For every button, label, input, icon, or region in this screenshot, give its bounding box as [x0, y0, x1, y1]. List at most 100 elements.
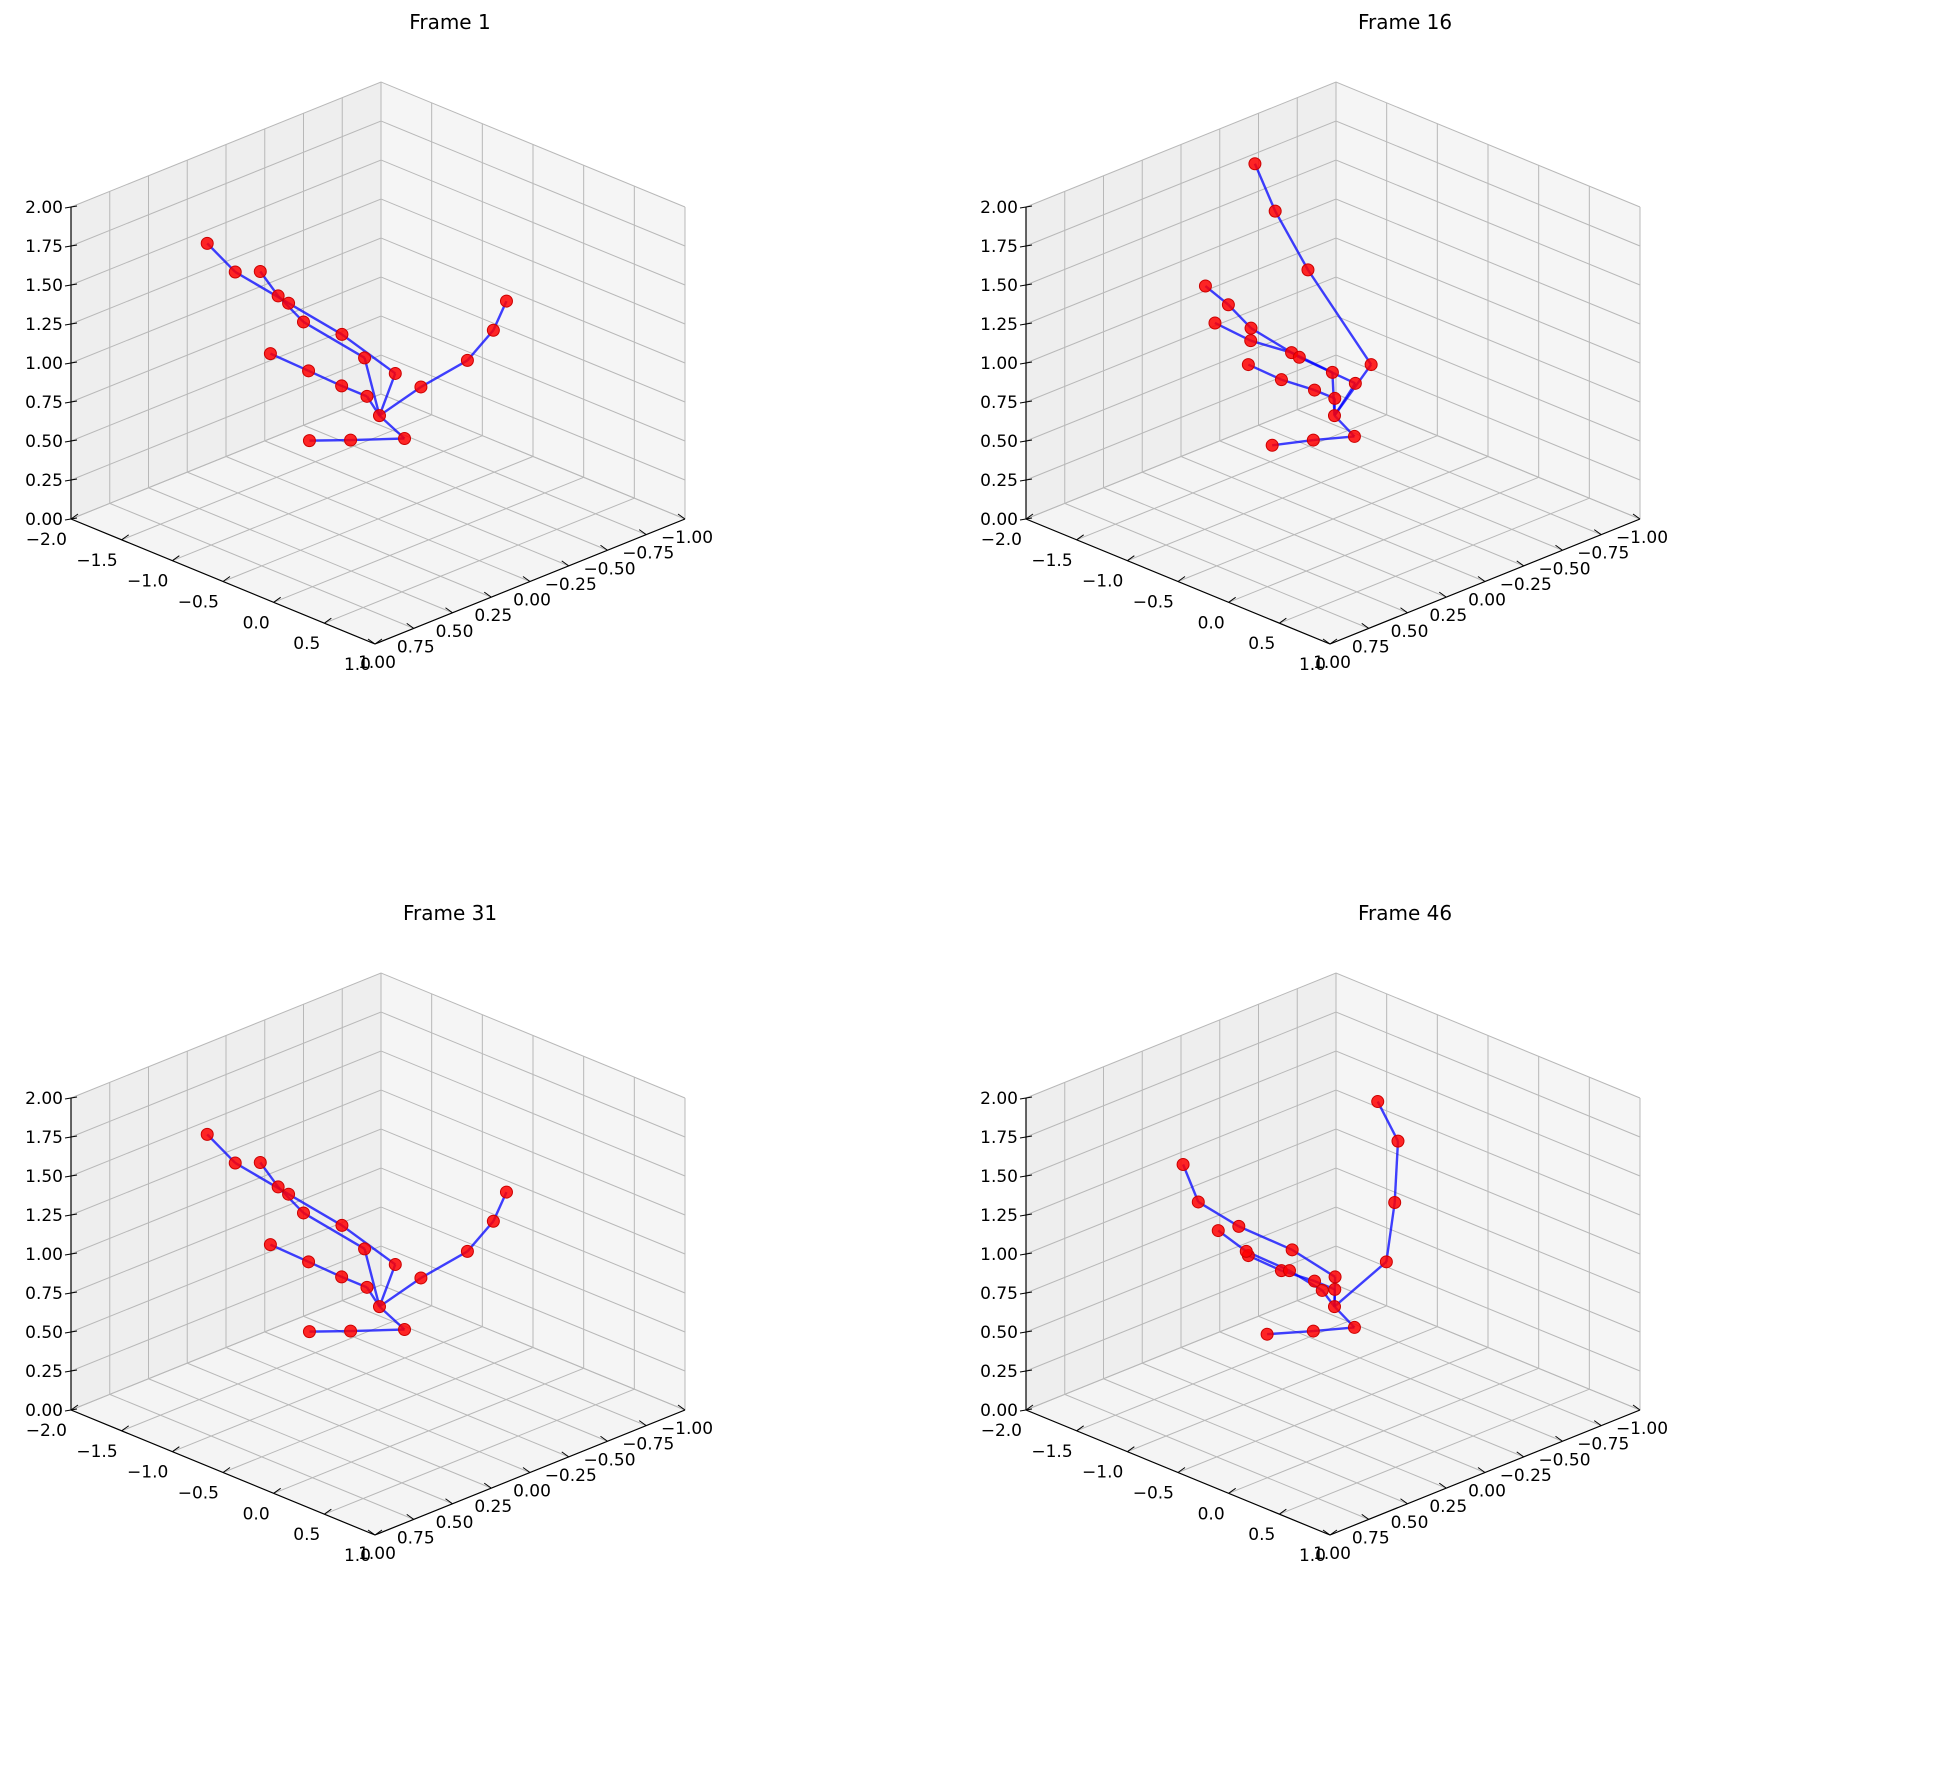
joint-point [228, 265, 242, 279]
gridline-z [70, 159, 686, 286]
y-tick [561, 1451, 570, 1458]
x-tick-label: 0.5 [1248, 634, 1275, 654]
gridline-y-floor [1258, 1315, 1563, 1442]
x-tick [1279, 1508, 1287, 1515]
x-tick-label: 0.0 [243, 1504, 270, 1524]
y-tick [1400, 1498, 1408, 1505]
y-tick [483, 1482, 492, 1489]
gridline-z [70, 393, 686, 520]
y-tick [1477, 1467, 1486, 1473]
joint-point [1348, 376, 1362, 390]
skeleton-edge [1253, 163, 1277, 212]
z-tick-label: 0.00 [25, 510, 63, 530]
x-tick [121, 534, 129, 541]
x-tick [1329, 638, 1338, 645]
z-tick [1019, 400, 1033, 404]
x-tick [273, 596, 281, 603]
gridline-y-floor [342, 409, 647, 536]
joint-point [1282, 1264, 1296, 1278]
joint-point [1274, 373, 1288, 387]
subplot-frame-31: Frame 31 −2.0 −1.5 −1.0 −0.5 0.0 0.5 1.0 −1.00−… [10, 891, 979, 1782]
y-tick-label: 0.25 [474, 1497, 512, 1517]
y-tick [522, 1467, 531, 1473]
joint-point [228, 1156, 242, 1170]
z-tick [1019, 1174, 1033, 1178]
x-tick-label: −1.5 [76, 1442, 117, 1462]
joint-point [1241, 358, 1255, 372]
gridline-z [1025, 159, 1641, 286]
panel-title: Frame 16 [1357, 10, 1453, 34]
skeleton-edge [378, 1264, 397, 1308]
gridline-z [70, 81, 686, 208]
y-tick-label: 0.00 [1468, 591, 1506, 611]
x-tick-label: −1.5 [1031, 551, 1072, 571]
gridline-z [1025, 198, 1641, 325]
x-tick [70, 513, 79, 520]
z-tick-label: 0.25 [980, 1362, 1018, 1382]
x-tick-label: −0.5 [178, 593, 219, 613]
x-tick-label: −1.0 [1082, 1463, 1123, 1483]
joint-point [460, 353, 474, 367]
z-tick-label: 0.50 [25, 1323, 63, 1343]
y-tick-label: −0.75 [622, 1435, 674, 1455]
z-tick [64, 517, 78, 521]
x-tick-label: 0.0 [1198, 613, 1225, 633]
gridline-z [70, 1245, 686, 1372]
x-tick [1228, 596, 1236, 603]
joint-point [1347, 429, 1361, 443]
x-tick-label: −1.5 [1031, 1442, 1072, 1462]
x-tick [121, 1425, 129, 1432]
joint-point [1391, 1134, 1405, 1148]
gridline-z [1025, 1245, 1641, 1372]
skeleton-edge [1385, 1202, 1396, 1262]
y-tick [1555, 544, 1563, 551]
gridline-y-floor [109, 502, 414, 629]
z-tick-label: 1.00 [25, 354, 63, 374]
skeleton-edge [1197, 1200, 1240, 1228]
x-tick-label: −0.5 [178, 1484, 219, 1504]
gridline-z [70, 1011, 686, 1138]
z-tick [1019, 361, 1033, 365]
gridline-y-floor [187, 471, 492, 598]
skeleton-edge [309, 438, 351, 442]
gridline-y-floor [1258, 424, 1563, 551]
y-tick [677, 513, 686, 520]
x-tick-label: 0.5 [293, 634, 320, 654]
gridline-z [70, 198, 686, 325]
z-tick-label: 1.00 [980, 354, 1018, 374]
y-tick-label: −1.00 [661, 528, 713, 548]
skeleton-edge [363, 357, 381, 416]
skeleton-edge [269, 1243, 310, 1263]
gridline-z [70, 1284, 686, 1411]
y-tick-label: −0.50 [583, 559, 635, 579]
x-tick [1127, 555, 1135, 562]
x-tick-label: 0.5 [293, 1525, 320, 1545]
x-tick [1279, 617, 1287, 624]
y-tick-label: −1.00 [1616, 528, 1668, 548]
z-tick-label: 1.50 [25, 1167, 63, 1187]
y-tick [1516, 560, 1525, 567]
y-tick-label: 1.00 [358, 1544, 396, 1564]
z-tick-label: 1.75 [25, 1128, 63, 1148]
joint-point [1232, 1219, 1246, 1233]
panel-title: Frame 31 [402, 901, 498, 925]
joint-point [263, 1238, 277, 1252]
joint-point [296, 1206, 310, 1220]
x-tick-label: 1.0 [344, 1546, 371, 1566]
skeleton-edge [206, 1133, 237, 1164]
y-tick-label: 0.75 [397, 637, 435, 657]
z-tick-label: 0.25 [25, 1362, 63, 1382]
joint-point [358, 351, 372, 365]
skeleton-edge [1306, 269, 1373, 366]
gridline-z [70, 1128, 686, 1255]
gridline-y-floor [264, 1331, 569, 1458]
y-tick-label: 1.00 [1313, 653, 1351, 673]
skeleton-edge [466, 329, 495, 362]
y-tick-label: 0.50 [1391, 622, 1429, 642]
joint-point [1301, 263, 1315, 277]
y-tick-label: 0.25 [1429, 1497, 1467, 1517]
z-tick [1019, 1291, 1033, 1295]
x-tick [1076, 1425, 1084, 1432]
gridline-z [1025, 315, 1641, 442]
